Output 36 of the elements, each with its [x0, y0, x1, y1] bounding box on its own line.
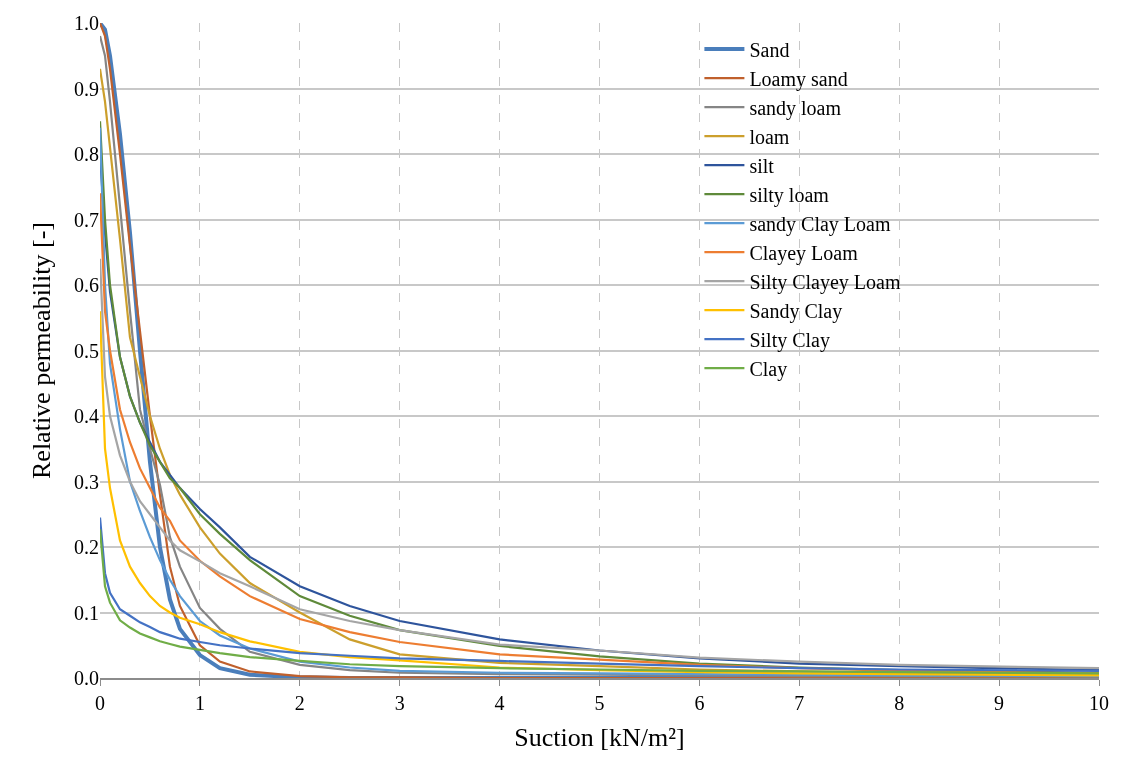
legend-label: Clayey Loam — [749, 241, 859, 265]
legend-label: Silty Clay — [749, 328, 830, 352]
legend-label: Sand — [749, 38, 790, 61]
legend-label: silt — [749, 154, 775, 177]
x-tick-label: 0 — [95, 692, 105, 714]
x-tick-label: 6 — [694, 692, 705, 714]
x-tick-label: 5 — [594, 692, 605, 714]
y-tick-label: 0.8 — [74, 143, 99, 165]
y-tick-label: 0.1 — [74, 601, 99, 624]
x-tick-label: 7 — [794, 692, 805, 714]
y-tick-label: 0.7 — [74, 208, 99, 231]
legend-label: loam — [749, 125, 790, 148]
x-tick-label: 2 — [294, 692, 305, 714]
y-tick-label: 0.2 — [74, 536, 99, 558]
x-axis-title: Suction [kN/m²] — [514, 723, 685, 753]
y-tick-label: 0.5 — [74, 339, 99, 362]
legend-label: Loamy sand — [749, 67, 848, 91]
y-tick-label: 0.9 — [74, 77, 99, 100]
y-tick-label: 0.0 — [74, 667, 99, 689]
legend-label: sandy loam — [749, 96, 842, 120]
legend-label: Silty Clayey Loam — [749, 270, 901, 294]
x-tick-label: 10 — [1089, 692, 1109, 714]
x-tick-label: 1 — [194, 692, 205, 714]
y-tick-label: 0.6 — [74, 274, 99, 296]
y-tick-label: 0.4 — [74, 405, 99, 427]
y-tick-label: 0.3 — [74, 470, 99, 493]
x-tick-label: 9 — [994, 692, 1005, 714]
legend-label: silty loam — [749, 183, 830, 207]
legend-label: Sandy Clay — [749, 299, 843, 323]
x-tick-label: 4 — [494, 692, 505, 714]
legend-label: Clay — [749, 357, 788, 381]
x-tick-label: 3 — [394, 692, 405, 714]
legend-label: sandy Clay Loam — [749, 212, 891, 236]
y-tick-label: 1.0 — [74, 12, 99, 34]
y-axis-title: Relative permeability [-] — [27, 221, 57, 480]
x-tick-label: 8 — [894, 692, 905, 714]
